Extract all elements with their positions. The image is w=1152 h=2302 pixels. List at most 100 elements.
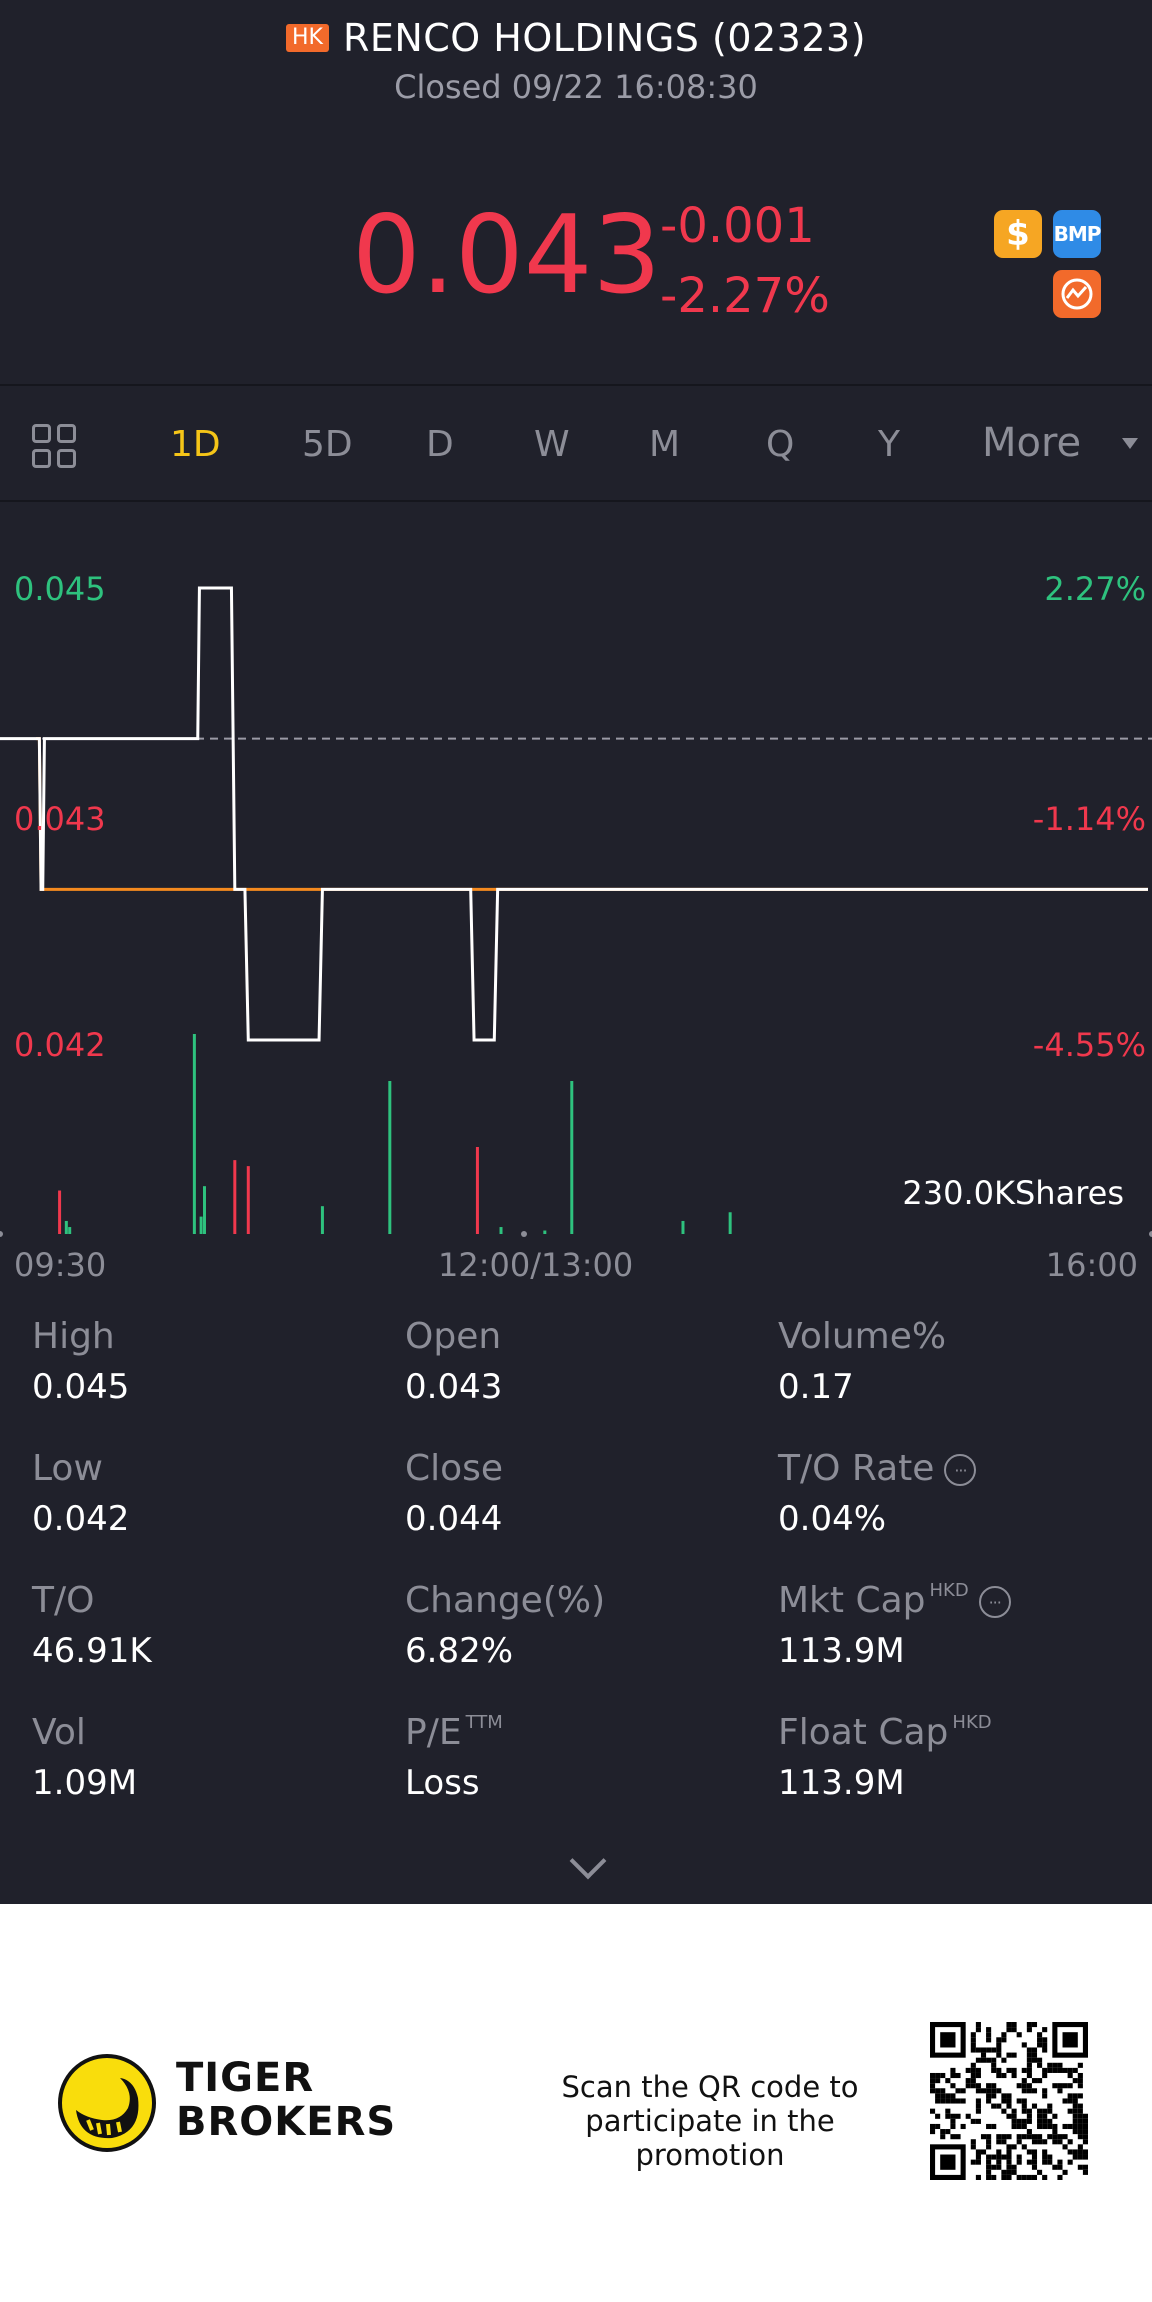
volume-max-label: 230.0KShares <box>902 1174 1124 1212</box>
stat-value: 0.17 <box>778 1367 854 1407</box>
stat-label: High <box>32 1316 392 1357</box>
stat-label-text: Open <box>405 1316 502 1357</box>
tiger-logo-icon <box>58 2054 156 2152</box>
stat-label[interactable]: T/O Rate ··· <box>778 1448 1138 1489</box>
tab-y[interactable]: Y <box>878 424 900 465</box>
stat-label-superscript: HKD <box>952 1712 992 1733</box>
stat-value: 0.04% <box>778 1499 887 1539</box>
stat-value: 0.045 <box>32 1367 130 1407</box>
x-label-close: 16:00 <box>1045 1246 1138 1284</box>
stat-label-text: Mkt Cap <box>778 1580 926 1621</box>
tab-1d[interactable]: 1D <box>170 424 221 465</box>
market-status: Closed 09/22 16:08:30 <box>394 68 758 106</box>
stat-label: Vol <box>32 1712 392 1753</box>
bmp-icon[interactable]: BMP <box>1053 210 1101 258</box>
stat-label: Open <box>405 1316 765 1357</box>
stat-label-text: Volume% <box>778 1316 947 1357</box>
brand-line-2: BROKERS <box>176 2099 397 2145</box>
stat-label[interactable]: Mkt Cap HKD ··· <box>778 1580 1138 1621</box>
tab-m[interactable]: M <box>649 424 681 465</box>
stat-label-text: Vol <box>32 1712 86 1753</box>
stat-t-o: T/O 46.91K <box>32 1580 392 1671</box>
x-label-open: 09:30 <box>14 1246 107 1284</box>
period-tabs: 1D 5D D W M Q Y More <box>0 384 1152 502</box>
margin-chart-icon[interactable] <box>1053 270 1101 318</box>
stat-label-text: Low <box>32 1448 103 1489</box>
promo-footer: TIGER BROKERS Scan the QR code to partic… <box>0 1904 1152 2302</box>
stat-label-text: Change(%) <box>405 1580 606 1621</box>
stat-value: 0.042 <box>32 1499 130 1539</box>
y-label-left-low: 0.042 <box>14 1026 106 1064</box>
avg-price-line <box>36 737 1148 891</box>
y-label-right-low: -4.55% <box>1032 1026 1146 1064</box>
layout-grid-icon[interactable] <box>32 424 76 468</box>
qr-code[interactable] <box>930 2022 1088 2180</box>
stat-value: 1.09M <box>32 1763 138 1803</box>
tab-d[interactable]: D <box>426 424 454 465</box>
stat-mkt-cap: Mkt Cap HKD ··· 113.9M <box>778 1580 1138 1671</box>
stat-label-text: Close <box>405 1448 504 1489</box>
y-label-left-mid: 0.043 <box>14 800 106 838</box>
brand-name: TIGER BROKERS <box>176 2056 396 2144</box>
stat-value: 0.043 <box>405 1367 503 1407</box>
intraday-chart[interactable]: 0.045 0.043 0.042 2.27% -1.14% -4.55% 23… <box>0 504 1152 1284</box>
stat-vol: Vol 1.09M <box>32 1712 392 1803</box>
stat-open: Open 0.043 <box>405 1316 765 1407</box>
stat-p-e: P/E TTM Loss <box>405 1712 765 1803</box>
stat-low: Low 0.042 <box>32 1448 392 1539</box>
price-change-percent: -2.27% <box>660 268 830 324</box>
dollar-icon[interactable]: $ <box>994 210 1042 258</box>
stat-value: 113.9M <box>778 1763 905 1803</box>
intraday-chart-svg <box>0 586 1152 1237</box>
chevron-down-icon[interactable] <box>1122 438 1138 449</box>
x-axis-tick <box>1149 1231 1152 1237</box>
stat-label-text: T/O Rate <box>778 1448 935 1489</box>
stat-value: Loss <box>405 1763 480 1803</box>
stat-label: Low <box>32 1448 392 1489</box>
promo-text: Scan the QR code to participate in the p… <box>561 2070 859 2172</box>
stat-value: 113.9M <box>778 1631 905 1671</box>
stat-change: Change(%) 6.82% <box>405 1580 765 1671</box>
stat-label-text: High <box>32 1316 115 1357</box>
stock-name[interactable]: RENCO HOLDINGS (02323) <box>342 16 867 60</box>
x-label-midday: 12:00/13:00 <box>438 1246 634 1284</box>
info-icon[interactable]: ··· <box>944 1454 977 1486</box>
stat-label: Close <box>405 1448 765 1489</box>
stat-label: Change(%) <box>405 1580 765 1621</box>
y-label-right-mid: -1.14% <box>1032 800 1146 838</box>
tab-q[interactable]: Q <box>766 424 795 465</box>
margin-chart-glyph <box>1061 278 1093 310</box>
brand-line-1: TIGER <box>176 2055 315 2101</box>
stat-value: 46.91K <box>32 1631 152 1671</box>
tab-5d[interactable]: 5D <box>302 424 353 465</box>
stat-label-superscript: TTM <box>465 1712 503 1733</box>
title-row: HK RENCO HOLDINGS (02323) <box>0 16 1152 60</box>
stat-label-text: P/E <box>405 1712 462 1753</box>
market-badge: HK <box>285 24 329 52</box>
stat-label: Volume% <box>778 1316 1138 1357</box>
stat-value: 0.044 <box>405 1499 503 1539</box>
price-line <box>0 586 1148 1042</box>
price-change: -0.001 <box>660 198 815 254</box>
info-icon[interactable]: ··· <box>978 1586 1011 1618</box>
stat-label: P/E TTM <box>405 1712 765 1753</box>
stat-value: 6.82% <box>405 1631 514 1671</box>
stat-float-cap: Float Cap HKD 113.9M <box>778 1712 1138 1803</box>
quote-header: HK RENCO HOLDINGS (02323) Closed 09/22 1… <box>0 0 1152 384</box>
stat-label-text: Float Cap <box>778 1712 949 1753</box>
x-axis-tick <box>0 1231 3 1237</box>
stat-label: T/O <box>32 1580 392 1621</box>
tab-w[interactable]: W <box>534 424 570 465</box>
stat-label: Float Cap HKD <box>778 1712 1138 1753</box>
stat-close: Close 0.044 <box>405 1448 765 1539</box>
stat-label-superscript: HKD <box>929 1580 969 1601</box>
stat-label-text: T/O <box>32 1580 95 1621</box>
tab-more[interactable]: More <box>982 420 1082 466</box>
chevron-down-expand-icon[interactable] <box>569 1842 607 1880</box>
y-label-right-high: 2.27% <box>1044 570 1146 608</box>
stat-t-o-rate: T/O Rate ··· 0.04% <box>778 1448 1138 1539</box>
stat-high: High 0.045 <box>32 1316 392 1407</box>
x-axis-tick <box>521 1231 527 1237</box>
stat-volume: Volume% 0.17 <box>778 1316 1138 1407</box>
last-price: 0.043 <box>352 193 662 318</box>
